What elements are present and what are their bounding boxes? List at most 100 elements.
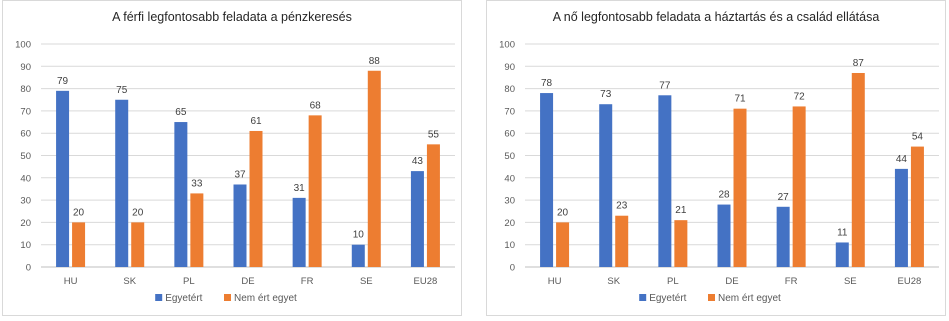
data-label: 55	[428, 129, 440, 140]
y-tick-label: 50	[20, 151, 31, 162]
data-label: 87	[853, 58, 865, 69]
y-tick-label: 20	[504, 218, 515, 229]
legend-swatch-agree	[639, 294, 647, 301]
y-tick-label: 10	[504, 240, 515, 251]
x-tick-label: EU28	[898, 276, 922, 287]
data-label: 78	[541, 78, 553, 89]
data-label: 21	[675, 205, 687, 216]
x-tick-label: SE	[844, 276, 857, 287]
bar-HU-agree	[56, 90, 70, 267]
y-tick-label: 30	[20, 196, 31, 207]
bar-EU28-disagree	[426, 144, 440, 267]
chart-svg-right: A nő legfontosabb feladata a háztartás é…	[499, 10, 939, 304]
bar-HU-agree	[540, 93, 554, 267]
x-tick-label: FR	[301, 276, 314, 287]
bar-EU28-agree	[410, 171, 424, 267]
data-label: 33	[191, 178, 203, 189]
y-tick-label: 80	[20, 84, 31, 95]
bar-SE-agree	[351, 244, 365, 267]
data-label: 37	[234, 169, 246, 180]
data-label: 54	[912, 132, 924, 143]
y-tick-label: 80	[504, 84, 515, 95]
chart-title: A férfi legfontosabb feladata a pénzkere…	[112, 10, 352, 24]
x-tick-label: HU	[548, 276, 562, 287]
legend-label: Egyetért	[165, 293, 202, 304]
chart-svg-left: A férfi legfontosabb feladata a pénzkere…	[15, 10, 455, 304]
y-tick-label: 100	[15, 40, 31, 51]
x-tick-label: PL	[183, 276, 195, 287]
legend-label: Nem ért egyet	[234, 293, 297, 304]
chart-panel-left: A férfi legfontosabb feladata a pénzkere…	[2, 0, 462, 316]
data-label: 79	[57, 76, 69, 87]
data-label: 23	[616, 201, 628, 212]
bar-FR-agree	[292, 197, 306, 267]
bar-EU28-disagree	[910, 146, 924, 267]
x-tick-label: SE	[360, 276, 373, 287]
y-tick-label: 100	[499, 40, 515, 51]
y-tick-label: 70	[504, 106, 515, 117]
y-tick-label: 50	[504, 151, 515, 162]
y-tick-label: 10	[20, 240, 31, 251]
x-tick-label: PL	[667, 276, 679, 287]
bar-FR-disagree	[308, 115, 322, 267]
x-tick-label: DE	[241, 276, 254, 287]
bar-FR-disagree	[792, 106, 806, 267]
y-tick-label: 40	[504, 173, 515, 184]
bar-DE-disagree	[733, 108, 747, 267]
bar-PL-agree	[174, 122, 188, 267]
y-tick-label: 90	[20, 62, 31, 73]
data-label: 20	[557, 207, 569, 218]
bar-HU-disagree	[72, 222, 86, 267]
bar-DE-agree	[717, 204, 731, 267]
bar-DE-disagree	[249, 130, 263, 267]
bar-SK-agree	[599, 104, 613, 268]
data-label: 20	[73, 207, 85, 218]
data-label: 73	[600, 89, 612, 100]
data-label: 27	[778, 192, 790, 203]
legend-label: Nem ért egyet	[718, 293, 781, 304]
legend-swatch-disagree	[224, 294, 231, 301]
data-label: 20	[132, 207, 144, 218]
bar-SE-disagree	[851, 72, 865, 268]
bar-FR-agree	[776, 206, 790, 267]
legend-label: Egyetért	[649, 293, 686, 304]
data-label: 43	[412, 156, 424, 167]
x-tick-label: DE	[725, 276, 738, 287]
y-tick-label: 90	[504, 62, 515, 73]
data-label: 28	[718, 190, 730, 201]
y-tick-label: 0	[26, 263, 31, 274]
data-label: 44	[896, 154, 908, 165]
bar-SE-disagree	[367, 70, 381, 267]
data-label: 72	[794, 91, 806, 102]
legend-swatch-agree	[155, 294, 163, 301]
y-tick-label: 20	[20, 218, 31, 229]
data-label: 61	[250, 116, 262, 127]
x-tick-label: FR	[785, 276, 798, 287]
data-label: 71	[734, 94, 746, 105]
bar-SE-agree	[835, 242, 849, 267]
data-label: 11	[837, 227, 848, 238]
chart-panel-right: A nő legfontosabb feladata a háztartás é…	[486, 0, 946, 316]
bar-EU28-agree	[894, 168, 908, 267]
data-label: 31	[294, 183, 306, 194]
y-tick-label: 70	[20, 106, 31, 117]
data-label: 77	[659, 80, 671, 91]
data-label: 10	[353, 230, 365, 241]
bar-DE-agree	[233, 184, 247, 267]
bar-PL-disagree	[674, 220, 688, 267]
legend-swatch-disagree	[708, 294, 715, 301]
data-label: 75	[116, 85, 128, 96]
bar-HU-disagree	[556, 222, 570, 267]
bar-SK-disagree	[131, 222, 145, 267]
y-tick-label: 40	[20, 173, 31, 184]
x-tick-label: HU	[64, 276, 78, 287]
x-tick-label: EU28	[414, 276, 438, 287]
x-tick-label: SK	[123, 276, 136, 287]
bar-SK-disagree	[615, 215, 629, 267]
data-label: 65	[175, 107, 187, 118]
bar-PL-disagree	[190, 193, 204, 267]
data-label: 88	[369, 56, 381, 67]
x-tick-label: SK	[607, 276, 620, 287]
chart-title: A nő legfontosabb feladata a háztartás é…	[553, 10, 880, 24]
data-label: 68	[310, 100, 322, 111]
